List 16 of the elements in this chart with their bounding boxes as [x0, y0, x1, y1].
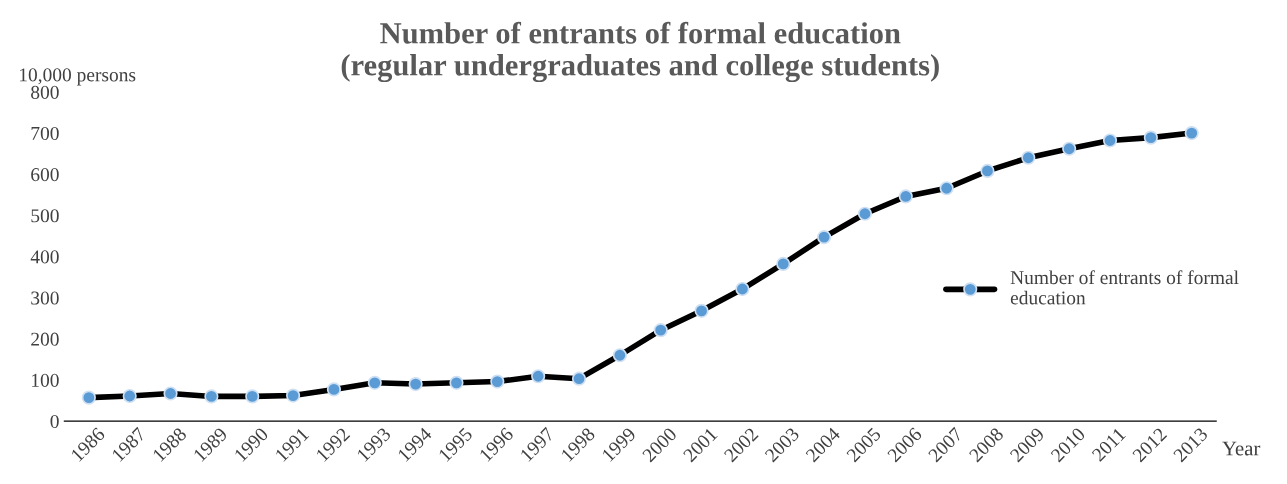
y-tick-label: 700 — [31, 126, 59, 141]
x-tick-label: 1991 — [274, 427, 310, 462]
x-tick-label: 2011 — [1091, 427, 1127, 462]
y-tick-label: 800 — [31, 85, 59, 99]
legend-label: Number of entrants of formal education — [1010, 270, 1239, 305]
y-tick-label: 500 — [31, 209, 59, 223]
y-tick-label: 200 — [31, 332, 59, 346]
y-tick-label: 600 — [31, 168, 59, 182]
y-tick-label: 0 — [50, 414, 59, 429]
x-axis-title: Year — [1222, 441, 1261, 456]
y-tick-label: 400 — [30, 250, 59, 264]
chart-title: Number of entrants of formal education (regular undergraduates and college students) — [341, 21, 939, 83]
y-tick-label: 300 — [31, 291, 59, 305]
y-tick-label: 100 — [32, 373, 59, 387]
y-axis-title: 10,000 persons — [19, 68, 136, 86]
x-tick-label: 2012 — [1131, 427, 1168, 463]
